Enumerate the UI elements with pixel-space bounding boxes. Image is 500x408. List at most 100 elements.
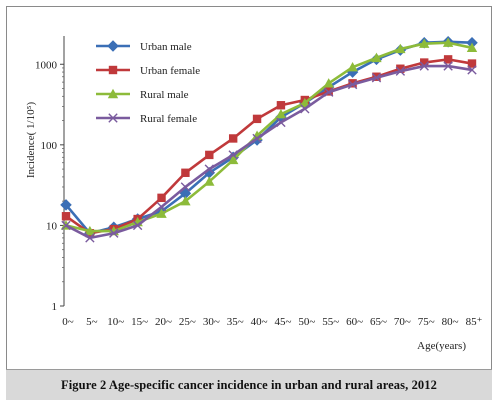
point-marker (228, 150, 238, 160)
point-marker-stroke (109, 228, 119, 238)
point-marker-stroke (395, 66, 406, 76)
caption-bar: Figure 2 Age-specific cancer incidence i… (6, 369, 492, 400)
point-marker (467, 65, 477, 75)
point-marker-stroke (108, 113, 118, 123)
series-group (60, 36, 478, 243)
series-rural-female (61, 61, 477, 243)
point-marker (466, 42, 478, 53)
point-marker-stroke (180, 182, 191, 192)
point-marker-stroke (276, 117, 286, 128)
x-tick-label: 70~ (394, 316, 411, 328)
point-marker-stroke (443, 61, 453, 71)
x-tick-label: 45~ (274, 316, 291, 328)
x-tick-label: 65~ (370, 316, 387, 328)
point-marker (108, 65, 118, 75)
legend-label: Urban male (140, 41, 192, 53)
x-tick-label: 5~ (86, 316, 98, 328)
point-marker (371, 73, 382, 83)
point-marker (85, 233, 95, 243)
legend-entry: Rural female (96, 113, 197, 125)
point-marker (300, 104, 310, 114)
point-marker-stroke (204, 164, 214, 174)
series-line (65, 58, 473, 235)
x-tick-label: 15~ (131, 316, 148, 328)
point-marker-stroke (252, 133, 262, 144)
y-tick-label: 1000 (35, 59, 58, 71)
point-marker (204, 176, 215, 186)
point-marker-stroke (371, 73, 382, 83)
axes: 1 10 100 1000 0~ 5~ 10~ 15~ 20~ 25~ 30~ 35~ 40~ 45~ 50… (35, 36, 483, 328)
point-marker (323, 78, 334, 88)
point-marker (60, 199, 72, 211)
point-marker (395, 66, 406, 76)
series-urban-female (61, 55, 477, 238)
point-marker-stroke (324, 87, 334, 97)
x-tick-label: 60~ (346, 316, 363, 328)
x-tick-label: 20~ (155, 316, 172, 328)
point-marker (107, 88, 119, 99)
point-marker (132, 220, 143, 231)
point-marker-stroke (156, 202, 167, 212)
point-marker-stroke (228, 150, 238, 160)
x-tick-label: 55~ (322, 316, 339, 328)
x-tick-label: 40~ (251, 316, 268, 328)
point-marker (204, 164, 214, 174)
legend: Urban male Urban female Rural male Rural fe… (96, 40, 200, 125)
legend-label: Urban female (140, 65, 200, 77)
point-marker-stroke (85, 233, 95, 243)
series-rural-male (60, 37, 478, 236)
point-marker (442, 37, 454, 47)
point-marker (180, 182, 191, 192)
point-marker-stroke (61, 220, 71, 231)
point-marker (157, 193, 166, 203)
x-tick-label: 75~ (418, 316, 435, 328)
point-marker (443, 61, 453, 71)
point-marker (252, 114, 262, 124)
y-tick-label: 10 (46, 220, 58, 232)
point-marker (156, 202, 167, 212)
x-tick-label: 25~ (179, 316, 196, 328)
point-marker-stroke (419, 61, 429, 71)
x-tick-label: 80~ (442, 316, 459, 328)
point-marker (396, 64, 405, 73)
point-marker (276, 117, 286, 128)
point-marker (347, 61, 358, 72)
point-marker-stroke (347, 79, 358, 90)
legend-entry: Urban male (96, 40, 192, 53)
point-marker-stroke (300, 104, 310, 114)
point-marker (371, 52, 382, 63)
x-tick-label: 50~ (298, 316, 315, 328)
point-marker (61, 212, 71, 221)
point-marker (181, 168, 190, 177)
x-tick-label: 85⁺ (466, 316, 483, 328)
x-axis-label: Age(years) (417, 340, 466, 352)
point-marker (252, 133, 262, 144)
point-marker (395, 43, 406, 54)
point-marker-stroke (132, 220, 143, 231)
point-marker (420, 58, 429, 67)
point-marker (276, 101, 286, 110)
y-tick-label: 1 (52, 301, 58, 313)
point-marker (227, 154, 239, 165)
x-tick-label: 0~ (62, 316, 74, 328)
series-line (65, 64, 473, 240)
point-marker (419, 61, 429, 71)
figure-caption: Figure 2 Age-specific cancer incidence i… (61, 377, 437, 392)
point-marker (299, 97, 311, 108)
figure-frame (6, 6, 492, 400)
point-marker (324, 87, 334, 97)
point-marker (275, 109, 287, 119)
point-marker (84, 225, 96, 236)
point-marker (107, 40, 119, 52)
point-marker (228, 134, 238, 143)
point-marker (443, 55, 453, 64)
point-marker (61, 220, 71, 231)
point-marker (467, 59, 477, 68)
point-marker (419, 38, 430, 48)
y-axis-label: Incidence( 1/10⁵) (25, 102, 37, 179)
point-marker-stroke (467, 65, 477, 75)
legend-entry: Urban female (96, 65, 200, 77)
point-marker (205, 150, 214, 160)
point-marker (109, 228, 119, 238)
